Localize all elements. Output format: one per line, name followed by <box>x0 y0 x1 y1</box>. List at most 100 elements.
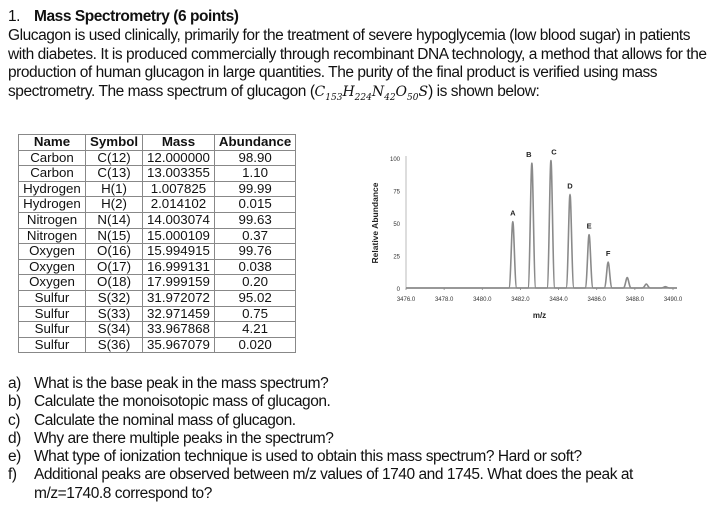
table-cell: Sulfur <box>18 336 86 354</box>
table-row: Oxygen O(18) 17.999159 0.20 <box>18 274 297 291</box>
table-row: Oxygen O(16) 15.994915 99.76 <box>18 243 297 260</box>
x-tick-label: 3476.0 <box>397 297 416 303</box>
table-cell: S(36) <box>84 336 144 354</box>
peak-label: D <box>567 181 573 190</box>
intro-text-end: ) is shown below: <box>428 82 540 100</box>
formula-element: C <box>314 83 326 100</box>
formula-count: 42 <box>384 92 396 103</box>
formula-count: 50 <box>407 92 419 103</box>
table-cell: 0.015 <box>213 196 297 213</box>
table-cell: 31.972072 <box>142 289 215 307</box>
question-item: d) Why are there multiple peaks in the sp… <box>8 430 704 448</box>
table-body: Carbon C(12) 12.000000 98.90 Carbon C(13) 13.0… <box>18 149 297 354</box>
table-cell: Hydrogen <box>18 180 86 198</box>
table-cell: 0.20 <box>213 274 297 291</box>
table-cell: 1.007825 <box>142 180 215 198</box>
table-cell: S(32) <box>84 289 144 307</box>
table-row: Sulfur S(36) 35.967079 0.020 <box>18 336 297 354</box>
table-row: Oxygen O(17) 16.999131 0.038 <box>18 258 297 276</box>
spectrum-line <box>406 159 677 289</box>
table-cell: O(16) <box>84 243 144 260</box>
question-text: What type of ionization technique is use… <box>34 448 582 466</box>
table-cell: 98.90 <box>213 149 297 167</box>
formula-count: 153 <box>325 92 343 103</box>
table-row: Sulfur S(34) 33.967868 4.21 <box>18 321 297 338</box>
column-header: Mass <box>142 134 215 151</box>
table-cell: O(17) <box>84 258 144 276</box>
table-cell: 15.000109 <box>142 227 215 245</box>
table-cell: Nitrogen <box>18 211 86 229</box>
question-text: Why are there multiple peaks in the spec… <box>34 429 334 447</box>
x-tick-label: 3484.0 <box>549 297 568 303</box>
question-text: Calculate the nominal mass of glucagon. <box>34 411 296 429</box>
question-list: a) What is the base peak in the mass spec… <box>8 375 704 503</box>
x-tick-label: 3480.0 <box>473 297 492 303</box>
table-cell: Sulfur <box>18 305 86 323</box>
table-cell: 95.02 <box>213 289 297 307</box>
table-cell: Carbon <box>18 149 86 167</box>
mass-spectrum-chart: 0 25 50 75 100 3476.0 3478.0 3480.0 3482.0 3484.0… <box>370 148 683 320</box>
table-cell: 0.038 <box>213 258 297 276</box>
table-cell: 0.75 <box>213 305 297 323</box>
question-text: Calculate the monoisotopic mass of gluca… <box>34 393 331 411</box>
table-cell: 12.000000 <box>142 149 215 167</box>
table-cell: 2.014102 <box>142 196 215 213</box>
table-cell: 99.76 <box>213 243 297 260</box>
table-cell: Carbon <box>18 165 86 182</box>
question-label: f) <box>8 466 17 484</box>
table-cell: N(14) <box>84 211 144 229</box>
table-cell: 32.971459 <box>142 305 215 323</box>
column-header: Symbol <box>84 134 144 151</box>
y-axis-label: Relative Abundance <box>370 182 380 263</box>
table-cell: 1.10 <box>213 165 297 182</box>
formula-element: N <box>371 83 385 100</box>
peak-label: E <box>587 222 592 231</box>
formula-element: H <box>342 83 355 100</box>
table-row: Sulfur S(33) 32.971459 0.75 <box>18 305 297 323</box>
question-label: e) <box>8 448 21 466</box>
question-text: What is the base peak in the mass spectr… <box>34 375 329 392</box>
table-cell: 16.999131 <box>142 258 215 276</box>
table-cell: C(13) <box>84 165 144 182</box>
glucagon-formula: C153H224N42O50S <box>314 83 429 103</box>
table-cell: 15.994915 <box>142 243 215 260</box>
table-cell: C(12) <box>84 149 144 167</box>
peak-label: B <box>526 150 532 159</box>
table-row: Hydrogen H(1) 1.007825 99.99 <box>18 180 297 198</box>
table-cell: Hydrogen <box>18 196 86 213</box>
problem-title: 1. Mass Spectrometry (6 points) <box>8 8 239 26</box>
isotope-table: Name Symbol Mass Abundance Carbon C(12) 12.00… <box>18 134 297 354</box>
table-row: Nitrogen N(15) 15.000109 0.37 <box>18 227 297 245</box>
table-cell: Oxygen <box>18 243 86 260</box>
table-row: Hydrogen H(2) 2.014102 0.015 <box>18 196 297 213</box>
y-tick-label: 0 <box>397 287 401 293</box>
x-axis-label: m/z <box>533 311 546 320</box>
question-item: b) Calculate the monoisotopic mass of glu… <box>8 393 704 411</box>
question-label: b) <box>8 393 21 411</box>
question-text: Additional peaks are observed between m/… <box>34 466 633 502</box>
table-row: Nitrogen N(14) 14.003074 99.63 <box>18 211 297 229</box>
table-cell: Oxygen <box>18 258 86 276</box>
formula-count: 224 <box>354 92 372 103</box>
x-tick-label: 3490.0 <box>664 297 683 303</box>
peak-label: C <box>551 148 557 157</box>
column-header: Name <box>18 134 86 151</box>
table-cell: 99.99 <box>213 180 297 198</box>
table-cell: O(18) <box>84 274 144 291</box>
table-cell: Sulfur <box>18 321 86 338</box>
y-tick-label: 75 <box>393 190 400 196</box>
y-tick-label: 100 <box>390 157 401 163</box>
question-label: a) <box>8 375 21 392</box>
table-cell: 99.63 <box>213 211 297 229</box>
table-cell: S(34) <box>84 321 144 338</box>
peak-label: A <box>510 209 516 218</box>
question-item: c) Calculate the nominal mass of glucagon… <box>8 412 704 430</box>
table-cell: 35.967079 <box>142 336 215 354</box>
table-cell: S(33) <box>84 305 144 323</box>
table-header-row: Name Symbol Mass Abundance <box>18 134 297 151</box>
table-cell: 0.020 <box>213 336 297 354</box>
table-row: Sulfur S(32) 31.972072 95.02 <box>18 289 297 307</box>
table-cell: N(15) <box>84 227 144 245</box>
y-tick-label: 25 <box>393 255 400 261</box>
x-tick-label: 3482.0 <box>511 297 530 303</box>
